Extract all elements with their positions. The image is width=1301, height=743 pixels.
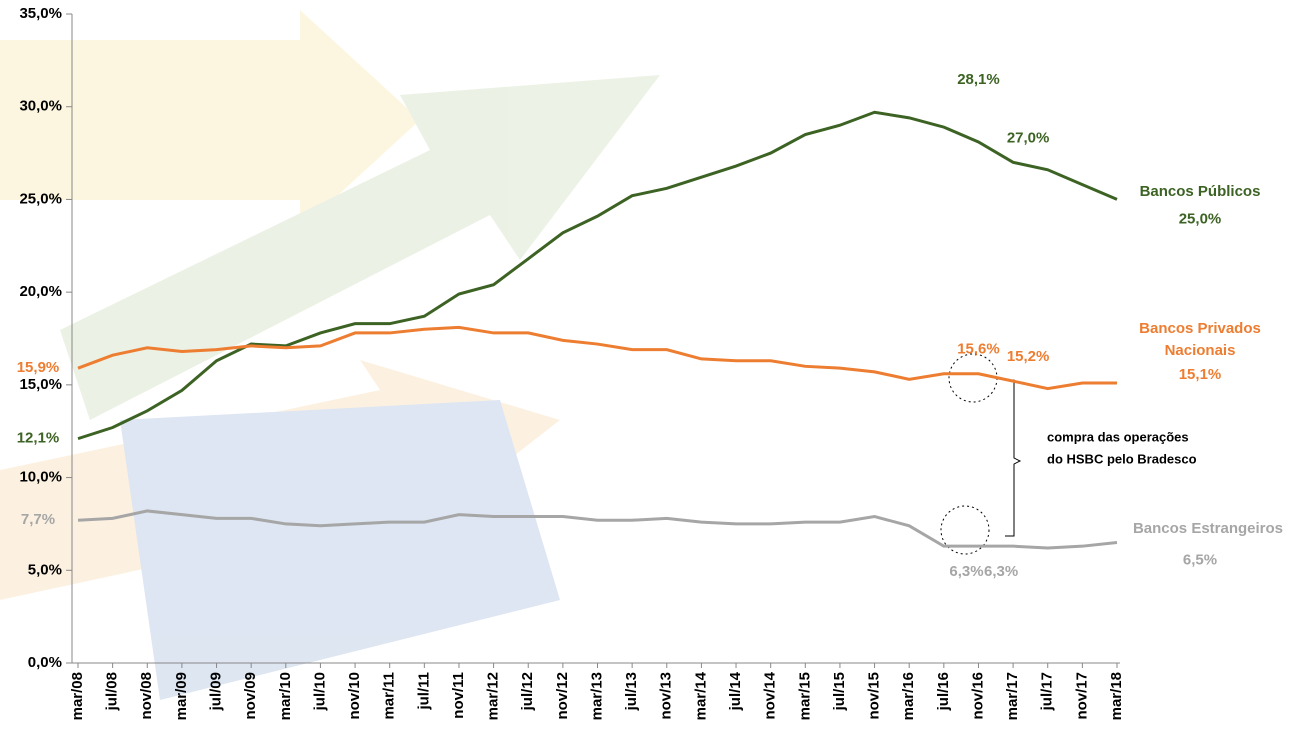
x-tick-label: mar/08 [69,672,86,720]
x-tick-label: nov/11 [450,672,467,719]
value-label: 15,6% [957,341,1000,358]
value-label: 12,1% [17,430,60,447]
y-tick-label: 10,0% [19,469,62,486]
annotation: compra das operações [1047,429,1189,444]
y-tick-label: 0,0% [28,654,62,671]
value-label: 15,2% [1007,348,1050,365]
highlight-circle [948,353,998,403]
x-tick-label: nov/09 [242,672,259,720]
value-label: 7,7% [21,511,55,528]
y-tick-label: 15,0% [19,376,62,393]
y-tick-label: 25,0% [19,190,62,207]
x-tick-label: mar/18 [1108,672,1125,720]
x-tick-label: jul/08 [104,672,121,711]
y-tick-label: 30,0% [19,98,62,115]
x-tick-label: jul/15 [831,672,848,711]
x-tick-label: mar/17 [1004,672,1021,720]
x-tick-label: mar/11 [381,672,398,720]
value-label: 15,9% [17,359,60,376]
highlight-circle [940,505,990,555]
x-tick-label: jul/11 [415,672,432,711]
x-tick-label: jul/09 [208,672,225,711]
y-tick-label: 35,0% [19,5,62,22]
legend-label: Bancos Públicos [1139,183,1261,201]
x-tick-label: nov/15 [866,672,883,720]
x-tick-label: mar/16 [900,672,917,720]
x-tick-label: nov/17 [1073,672,1090,720]
value-label: 25,0% [1179,210,1222,227]
y-tick-label: 5,0% [28,561,62,578]
x-tick-label: nov/16 [969,672,986,720]
x-tick-label: nov/10 [346,672,363,720]
annotation: do HSBC pelo Bradesco [1047,451,1197,466]
legend-label: Bancos Estrangeiros [1132,520,1284,538]
legend-label: Bancos Privados Nacionais [1139,320,1261,359]
x-tick-label: jul/16 [935,672,952,711]
x-tick-label: nov/14 [762,671,779,719]
series-name-box: Bancos Públicos [1139,183,1261,201]
value-label: 6,3% [949,563,983,580]
series-line [77,110,1118,441]
value-label: 28,1% [957,71,1000,88]
x-tick-label: nov/08 [138,672,155,720]
x-tick-label: mar/09 [173,672,190,720]
x-tick-label: jul/12 [519,672,536,711]
series-line [77,325,1117,391]
x-tick-label: jul/13 [623,672,640,711]
x-tick-label: jul/10 [311,672,328,711]
x-tick-label: jul/17 [1039,672,1056,711]
series-name-box: Bancos Privados Nacionais [1139,320,1261,359]
x-tick-label: nov/13 [658,672,675,720]
value-label: 6,5% [1183,551,1217,568]
x-tick-label: jul/14 [727,671,744,711]
series-line [77,509,1118,550]
series-name-box: Bancos Estrangeiros [1132,520,1284,538]
y-tick-label: 20,0% [19,283,62,300]
bracket [1005,379,1022,537]
background-arrows [0,10,660,700]
value-label: 27,0% [1007,129,1050,146]
x-tick-label: mar/15 [796,672,813,720]
value-label: 6,3% [984,563,1018,580]
x-tick-label: mar/12 [485,672,502,720]
x-tick-label: nov/12 [554,672,571,720]
x-tick-label: mar/13 [588,672,605,720]
value-label: 15,1% [1179,366,1222,383]
x-tick-label: mar/14 [692,671,709,720]
x-tick-label: mar/10 [277,672,294,720]
